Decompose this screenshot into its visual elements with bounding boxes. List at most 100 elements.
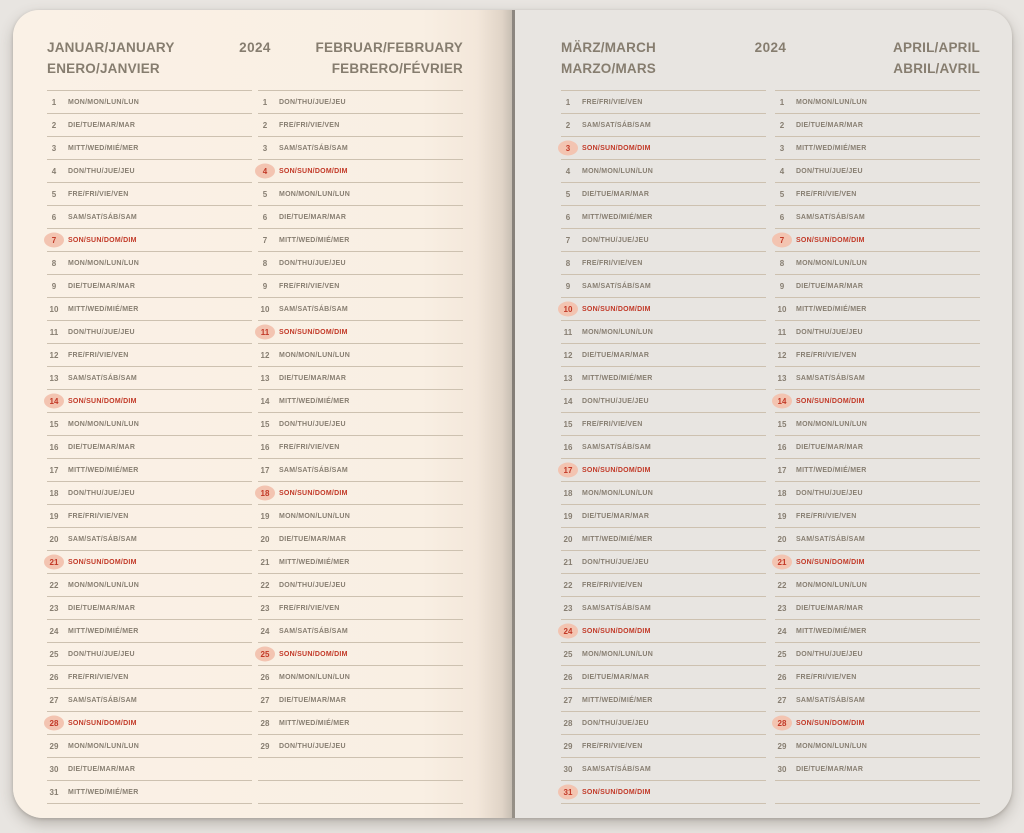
day-row: 2 SAM/SAT/SÁB/SAM [561, 114, 766, 137]
day-row-sunday: 7 SON/SUN/DOM/DIM [47, 229, 252, 252]
day-weekday-label: DIE/TUE/MAR/MAR [582, 190, 650, 198]
day-row-sunday: 28 SON/SUN/DOM/DIM [775, 712, 980, 735]
day-number: 8 [262, 258, 268, 268]
day-weekday-label: DON/THU/JUE/JEU [68, 650, 135, 658]
page-left-columns: 1 MON/MON/LUN/LUN 2 DIE/TUE/MAR/MAR 3 MITT/WE… [47, 90, 463, 804]
day-weekday-label: DON/THU/JUE/JEU [279, 742, 346, 750]
day-number: 1 [262, 97, 268, 107]
day-row: 15 FRE/FRI/VIE/VEN [561, 413, 766, 436]
day-weekday-label: SAM/SAT/SÁB/SAM [796, 535, 865, 543]
month-title-march: MÄRZ/MARCH MARZO/MARS [561, 37, 656, 79]
day-weekday-label: MON/MON/LUN/LUN [68, 259, 140, 267]
day-weekday-label: SON/SUN/DOM/DIM [582, 788, 651, 796]
day-row: 10 MITT/WED/MIÉ/MER [775, 298, 980, 321]
day-weekday-label: DON/THU/JUE/JEU [582, 719, 649, 727]
day-row: 1 MON/MON/LUN/LUN [47, 91, 252, 114]
day-weekday-label: FRE/FRI/VIE/VEN [796, 512, 857, 520]
day-number: 3 [51, 143, 57, 153]
day-number: 5 [565, 189, 571, 199]
day-row: 23 FRE/FRI/VIE/VEN [258, 597, 463, 620]
day-row: 26 FRE/FRI/VIE/VEN [47, 666, 252, 689]
month-title-line1: APRIL/APRIL [893, 40, 980, 55]
planner-spread: JANUAR/JANUARY ENERO/JANVIER 2024 FEBRUA… [13, 10, 1012, 818]
day-number: 20 [563, 534, 573, 544]
day-number: 25 [563, 649, 573, 659]
day-number: 11 [257, 328, 273, 337]
day-number: 23 [260, 603, 270, 613]
day-weekday-label: MON/MON/LUN/LUN [68, 98, 140, 106]
day-weekday-label: FRE/FRI/VIE/VEN [279, 604, 340, 612]
day-weekday-label: MON/MON/LUN/LUN [582, 328, 654, 336]
day-row: 18 DON/THU/JUE/JEU [47, 482, 252, 505]
day-weekday-label: SAM/SAT/SÁB/SAM [68, 374, 137, 382]
day-weekday-label: MON/MON/LUN/LUN [796, 581, 868, 589]
day-weekday-label: DIE/TUE/MAR/MAR [796, 765, 864, 773]
day-row: 15 MON/MON/LUN/LUN [775, 413, 980, 436]
day-weekday-label: FRE/FRI/VIE/VEN [796, 351, 857, 359]
day-weekday-label: MITT/WED/MIÉ/MER [796, 305, 867, 313]
day-weekday-label: MITT/WED/MIÉ/MER [279, 558, 350, 566]
day-row-sunday: 28 SON/SUN/DOM/DIM [47, 712, 252, 735]
day-number: 30 [49, 764, 59, 774]
day-weekday-label: FRE/FRI/VIE/VEN [68, 512, 129, 520]
day-weekday-label: MON/MON/LUN/LUN [279, 512, 351, 520]
day-weekday-label: DIE/TUE/MAR/MAR [796, 121, 864, 129]
day-number: 14 [563, 396, 573, 406]
day-row-sunday: 7 SON/SUN/DOM/DIM [775, 229, 980, 252]
day-weekday-label: FRE/FRI/VIE/VEN [279, 121, 340, 129]
day-weekday-label: FRE/FRI/VIE/VEN [796, 190, 857, 198]
day-number: 10 [560, 305, 576, 314]
day-number: 11 [563, 327, 573, 337]
day-weekday-label: DIE/TUE/MAR/MAR [582, 673, 650, 681]
day-weekday-label: MITT/WED/MIÉ/MER [582, 696, 653, 704]
day-row: 16 DIE/TUE/MAR/MAR [775, 436, 980, 459]
day-number: 15 [563, 419, 573, 429]
day-weekday-label: MON/MON/LUN/LUN [796, 259, 868, 267]
day-weekday-label: DIE/TUE/MAR/MAR [582, 351, 650, 359]
day-weekday-label: MITT/WED/MIÉ/MER [68, 788, 139, 796]
day-weekday-label: DON/THU/JUE/JEU [68, 328, 135, 336]
day-weekday-label: MON/MON/LUN/LUN [279, 673, 351, 681]
day-weekday-label: SON/SUN/DOM/DIM [796, 397, 865, 405]
day-weekday-label: MITT/WED/MIÉ/MER [796, 627, 867, 635]
day-number: 18 [563, 488, 573, 498]
day-number: 16 [777, 442, 787, 452]
day-weekday-label: DIE/TUE/MAR/MAR [279, 696, 347, 704]
day-number: 20 [49, 534, 59, 544]
day-weekday-label: FRE/FRI/VIE/VEN [68, 351, 129, 359]
day-number: 20 [260, 534, 270, 544]
day-row: 20 SAM/SAT/SÁB/SAM [47, 528, 252, 551]
day-weekday-label: SAM/SAT/SÁB/SAM [279, 466, 348, 474]
day-row: 6 SAM/SAT/SÁB/SAM [775, 206, 980, 229]
day-weekday-label: SAM/SAT/SÁB/SAM [68, 535, 137, 543]
day-weekday-label: MON/MON/LUN/LUN [68, 581, 140, 589]
day-number: 22 [777, 580, 787, 590]
day-row-sunday: 25 SON/SUN/DOM/DIM [258, 643, 463, 666]
day-row: 1 FRE/FRI/VIE/VEN [561, 91, 766, 114]
day-row: 12 FRE/FRI/VIE/VEN [775, 344, 980, 367]
day-weekday-label: DIE/TUE/MAR/MAR [796, 282, 864, 290]
day-row: 19 MON/MON/LUN/LUN [258, 505, 463, 528]
page-left: JANUAR/JANUARY ENERO/JANVIER 2024 FEBRUA… [13, 10, 512, 818]
day-weekday-label: SON/SUN/DOM/DIM [582, 305, 651, 313]
day-number: 4 [565, 166, 571, 176]
day-row: 11 MON/MON/LUN/LUN [561, 321, 766, 344]
month-column-january: 1 MON/MON/LUN/LUN 2 DIE/TUE/MAR/MAR 3 MITT/WE… [47, 90, 252, 804]
day-weekday-label: SON/SUN/DOM/DIM [68, 558, 137, 566]
year-label: 2024 [239, 40, 271, 55]
day-number: 29 [49, 741, 59, 751]
day-number: 1 [779, 97, 785, 107]
day-number: 26 [260, 672, 270, 682]
day-row: 10 MITT/WED/MIÉ/MER [47, 298, 252, 321]
month-title-line2: MARZO/MARS [561, 61, 656, 76]
day-number: 12 [563, 350, 573, 360]
day-weekday-label: DON/THU/JUE/JEU [279, 420, 346, 428]
day-number: 27 [563, 695, 573, 705]
day-number: 10 [777, 304, 787, 314]
day-number: 22 [563, 580, 573, 590]
day-number: 30 [563, 764, 573, 774]
day-number: 10 [260, 304, 270, 314]
day-row: 6 MITT/WED/MIÉ/MER [561, 206, 766, 229]
day-weekday-label: MITT/WED/MIÉ/MER [796, 466, 867, 474]
day-weekday-label: DON/THU/JUE/JEU [279, 581, 346, 589]
